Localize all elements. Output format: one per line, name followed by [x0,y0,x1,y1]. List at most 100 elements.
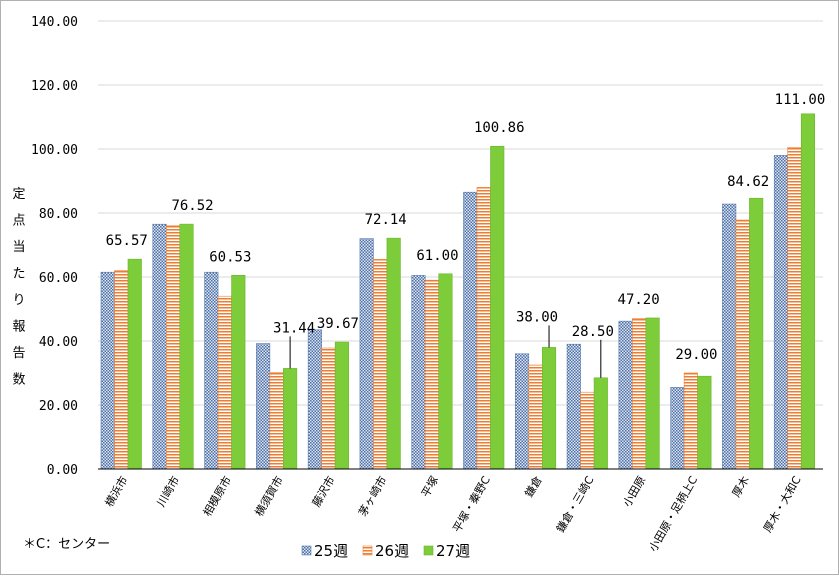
y-axis-title-char: 数 [12,373,25,388]
bar-wk27 [334,341,349,470]
bar-wk25 [307,329,322,470]
y-tick-label: 120.00 [31,79,78,94]
bar-wk27 [179,223,194,470]
bar-wk25 [773,155,789,470]
footnote: ＊C：センター [23,537,110,552]
bar-wk25 [566,343,581,470]
legend-label: 27週 [436,542,470,560]
bar-wk27 [127,258,142,470]
x-tick-label: 平塚 [419,474,441,500]
bar-wk26 [321,347,336,470]
bar-wk27 [283,368,298,470]
data-label: 31.44 [273,320,315,336]
data-label: 47.20 [618,292,660,308]
bar-wk27 [697,375,712,470]
legend-swatch [301,545,312,556]
bar-wk26 [787,147,802,470]
x-tick-label: 平塚・秦野C [450,473,494,535]
x-tick-label: 川崎市 [154,474,183,510]
bar-wk25 [618,320,633,470]
y-axis-ticks: 0.00 20.00 40.00 60.00 80.00 100.00 120.00 140.… [31,15,78,478]
y-tick-label: 60.00 [39,271,78,286]
y-axis-title-char: 当 [12,240,25,255]
bar-wk26 [424,279,440,470]
y-axis-title-char: 点 [12,214,25,229]
y-tick-label: 100.00 [31,143,78,158]
bar-wk25 [722,203,737,470]
legend: 25週 26週 27週 [301,542,470,560]
bar-wk26 [580,391,595,470]
data-label: 65.57 [106,233,148,249]
bar-wk27 [438,273,453,470]
bar-wk26 [528,364,543,470]
bar-wk25 [463,191,478,470]
x-tick-label: 小田原・足柄上C [647,474,701,554]
bar-wk25 [359,238,374,470]
y-tick-label: 0.00 [47,463,78,478]
bar-wk27 [231,275,246,470]
bar-wk25 [256,343,271,470]
bar-wk25 [514,353,530,470]
data-label: 61.00 [416,248,458,264]
bar-wk25 [204,271,219,470]
data-label: 111.00 [775,92,826,108]
x-tick-label: 横浜市 [102,474,131,510]
data-label: 38.00 [516,309,558,325]
data-label: 28.50 [572,324,614,340]
x-tick-label: 横須賀市 [252,474,286,519]
bar-wk27 [386,237,401,470]
y-tick-label: 80.00 [39,207,78,222]
legend-label: 26週 [375,542,409,560]
bar-wk27 [593,377,608,470]
data-label: 72.14 [365,212,407,228]
data-label: 29.00 [675,347,717,363]
x-tick-label: 厚木 [730,474,752,500]
x-tick-label: 相模原市 [200,474,234,519]
x-tick-label: 藤沢市 [309,474,338,510]
data-label: 84.62 [727,174,769,190]
legend-swatch [362,545,373,556]
bar-wk27 [490,145,505,470]
bar-wk27 [749,197,764,470]
data-labels: 65.57 76.52 60.53 31.44 39.67 72.14 61.00 100.8… [106,92,826,378]
data-label: 100.86 [474,120,525,136]
bar-wk27 [541,347,557,470]
y-axis-title-char: 定 [12,187,25,202]
x-tick-label: 厚木・大和C [760,473,804,535]
y-axis-title-char: 報 [12,320,25,335]
bar-wk25 [670,387,685,470]
x-tick-label: 小田原 [621,474,649,509]
bar-wk27 [800,113,816,470]
bar-wk26 [114,270,129,470]
bar-wk25 [100,271,115,470]
y-tick-label: 20.00 [39,399,78,414]
y-tick-label: 40.00 [39,335,78,350]
bar-wk26 [735,219,750,470]
bar-wk26 [217,295,232,470]
bars [100,113,816,470]
y-axis-title-char: 告 [12,346,25,361]
x-tick-label: 茅ヶ崎市 [355,474,389,519]
bar-wk25 [411,275,426,470]
bar-wk27 [645,317,660,470]
legend-swatch [423,545,434,556]
x-tick-label: 鎌倉 [522,474,545,500]
data-label: 76.52 [171,198,213,214]
bar-wk26 [373,259,388,470]
legend-label: 25週 [314,542,348,560]
bar-wk26 [476,187,491,470]
data-label: 60.53 [209,249,251,265]
bar-wk25 [152,223,167,470]
y-axis-title-char: た [12,267,25,282]
bar-wk26 [269,372,284,470]
x-tick-label: 鎌倉・三崎C [553,473,597,535]
y-tick-label: 140.00 [31,15,78,30]
bar-wk26 [632,318,647,470]
y-axis-title-char: り [12,293,25,308]
data-label: 39.67 [317,316,359,332]
bar-wk26 [683,372,698,470]
bar-wk26 [165,225,181,470]
